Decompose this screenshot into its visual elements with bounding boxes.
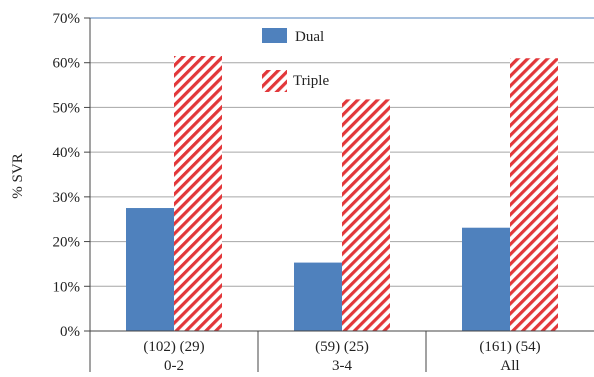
y-tick-label: 70%: [53, 11, 81, 27]
bar-dual-3-4: [294, 262, 342, 331]
y-tick-label: 40%: [53, 145, 81, 161]
category-label: 0-2: [164, 358, 184, 372]
y-tick-label: 50%: [53, 100, 81, 116]
bar-triple-0-2: [174, 56, 222, 331]
y-tick-label: 0%: [60, 324, 80, 340]
bar-dual-0-2: [126, 208, 174, 331]
legend-swatch-dual: [262, 28, 287, 43]
category-label: All: [500, 358, 519, 372]
category-label: 3-4: [332, 358, 352, 372]
y-axis-title: % SVR: [10, 153, 26, 198]
y-tick-label: 30%: [53, 190, 81, 206]
category-count-label: (161) (54): [479, 339, 540, 355]
axes: [84, 17, 594, 372]
bar-triple-3-4: [342, 99, 390, 331]
y-tick-label: 20%: [53, 235, 81, 251]
legend-swatch-triple: [262, 70, 287, 92]
bars: [126, 56, 558, 331]
category-count-label: (59) (25): [315, 339, 369, 355]
bar-dual-all: [462, 227, 510, 331]
bar-triple-all: [510, 58, 558, 331]
y-tick-label: 60%: [53, 56, 81, 72]
legend-label-triple: Triple: [293, 73, 329, 89]
category-count-label: (102) (29): [143, 339, 204, 355]
legend: Dual Triple: [262, 28, 329, 92]
legend-label-dual: Dual: [295, 29, 324, 45]
y-tick-label: 10%: [53, 279, 81, 295]
tick-labels: 0% 10% 20% 30% 40% 50% 60% 70% (102) (29) 0-2 (59)…: [53, 11, 541, 374]
